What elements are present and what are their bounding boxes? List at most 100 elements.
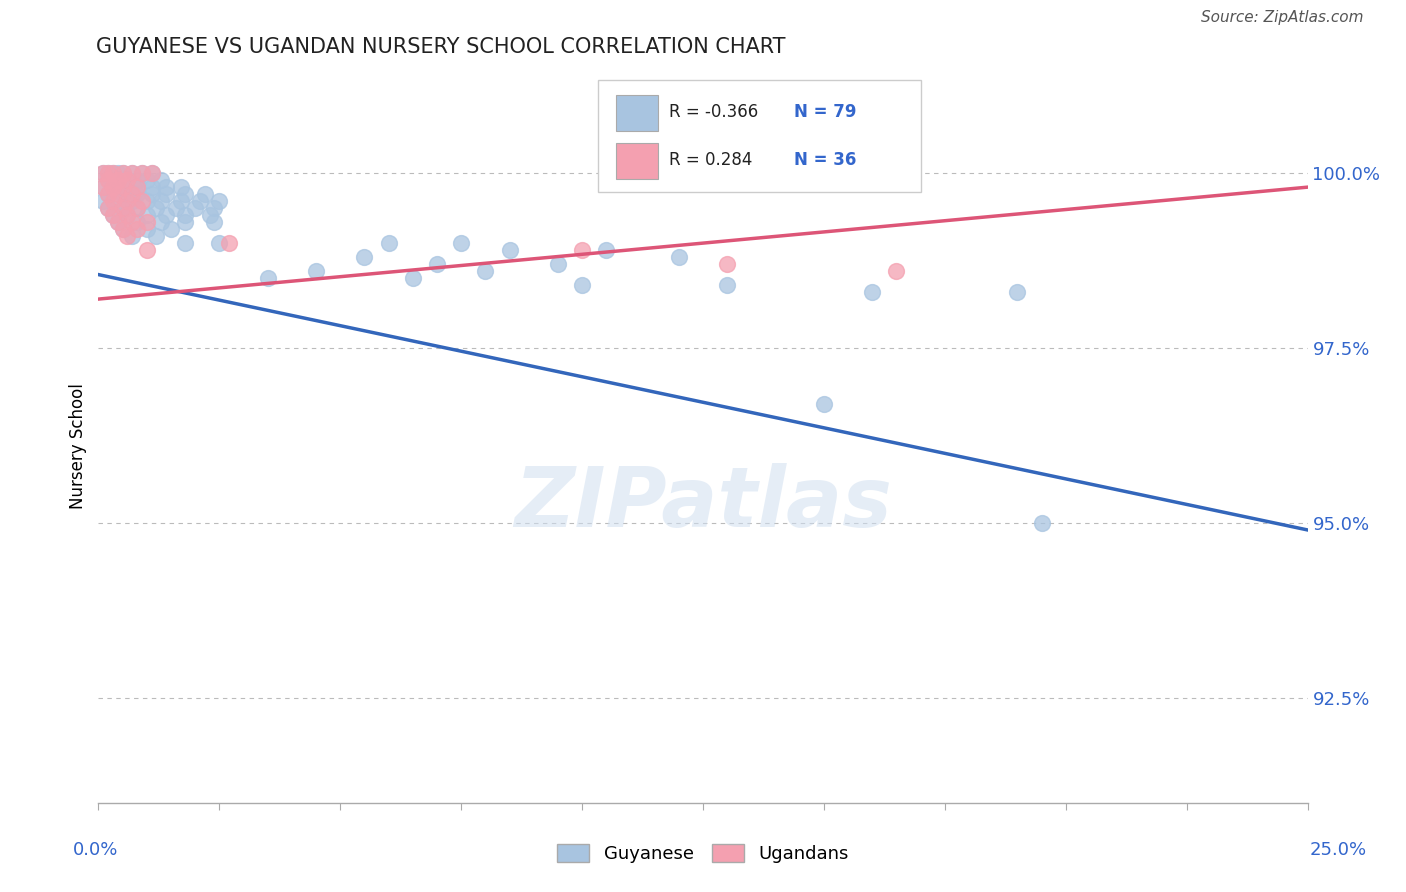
Point [101,180,124,194]
Point [174,236,197,251]
Point [97,166,120,180]
Point [886,264,908,278]
Point [150,194,173,208]
Point [107,215,129,229]
Point [165,201,187,215]
Point [184,201,207,215]
Text: N = 36: N = 36 [794,151,856,169]
Point [97,166,120,180]
Point [97,173,120,187]
Point [111,187,134,202]
Point [111,180,134,194]
Point [174,187,197,202]
Text: 25.0%: 25.0% [1310,840,1367,858]
Point [155,180,177,194]
Point [150,215,173,229]
Text: Source: ZipAtlas.com: Source: ZipAtlas.com [1201,11,1364,25]
Point [194,187,217,202]
Point [91,166,114,180]
Text: GUYANESE VS UGANDAN NURSERY SCHOOL CORRELATION CHART: GUYANESE VS UGANDAN NURSERY SCHOOL CORRE… [96,37,785,57]
Point [127,180,149,194]
Point [131,166,153,180]
Point [305,264,328,278]
Point [204,201,226,215]
Point [860,285,883,299]
Point [111,201,134,215]
Point [111,166,134,180]
Point [145,229,167,244]
Point [127,215,149,229]
Point [141,166,163,180]
Point [107,166,129,180]
Text: R = -0.366: R = -0.366 [669,103,758,121]
Point [107,187,129,202]
Point [198,208,221,222]
Point [91,166,114,180]
Point [141,180,163,194]
Point [1007,285,1029,299]
Point [101,208,124,222]
Point [127,180,149,194]
Point [150,173,173,187]
Point [498,243,520,257]
Point [107,215,129,229]
Point [97,201,120,215]
Point [174,208,197,222]
Point [595,243,617,257]
Point [91,180,114,194]
Point [101,208,124,222]
Point [111,222,134,236]
Point [101,166,124,180]
Point [353,250,375,264]
Point [426,257,449,271]
Point [141,187,163,202]
Point [571,278,593,293]
Point [97,201,120,215]
Point [121,166,143,180]
Point [117,229,139,244]
Point [668,250,690,264]
Point [121,229,143,244]
Point [188,194,211,208]
Point [571,243,593,257]
Point [145,201,167,215]
Point [117,173,139,187]
Point [121,187,143,202]
Point [135,215,157,229]
Point [135,243,157,257]
Point [107,194,129,208]
Legend: Guyanese, Ugandans: Guyanese, Ugandans [548,836,858,872]
Point [155,187,177,202]
Point [111,166,134,180]
Point [127,173,149,187]
Point [121,215,143,229]
Text: N = 79: N = 79 [794,103,856,121]
Point [121,194,143,208]
Point [117,208,139,222]
Point [208,236,231,251]
Text: 0.0%: 0.0% [73,840,118,858]
Point [91,194,114,208]
Point [131,166,153,180]
Point [160,222,183,236]
Point [402,271,425,285]
Point [135,173,157,187]
Point [716,278,738,293]
Point [117,194,139,208]
Point [101,194,124,208]
Point [174,215,197,229]
Point [117,208,139,222]
Point [97,187,120,202]
Point [127,187,149,202]
Point [135,194,157,208]
Point [141,166,163,180]
Y-axis label: Nursery School: Nursery School [69,383,87,509]
Point [117,173,139,187]
Point [450,236,472,251]
Point [101,166,124,180]
Point [218,236,240,251]
Text: R = 0.284: R = 0.284 [669,151,752,169]
Point [91,180,114,194]
Point [716,257,738,271]
Point [135,208,157,222]
